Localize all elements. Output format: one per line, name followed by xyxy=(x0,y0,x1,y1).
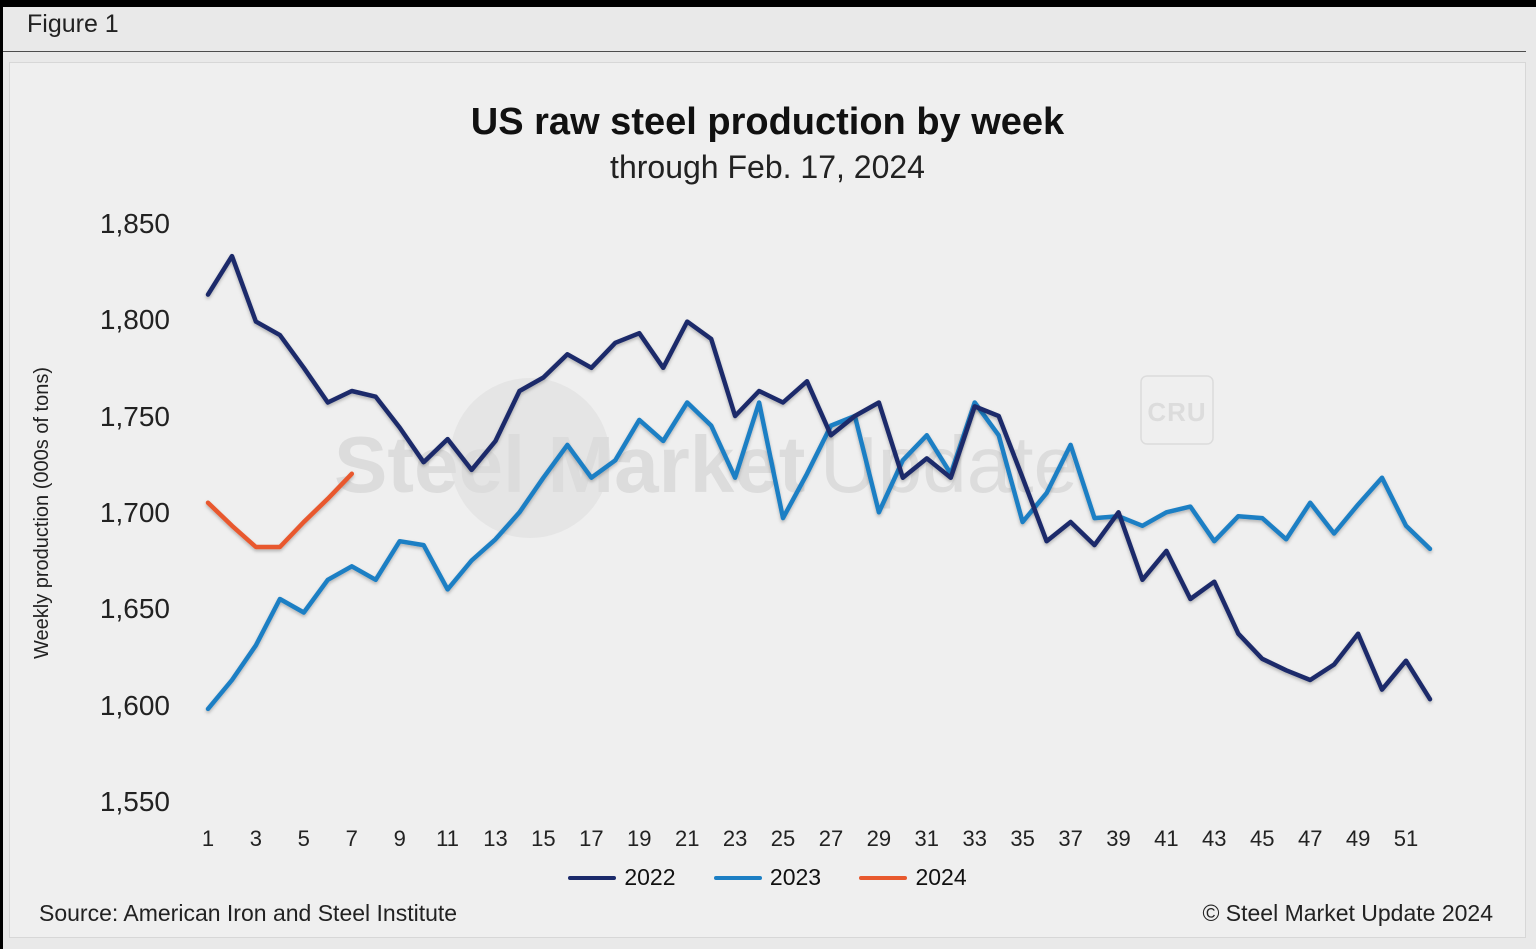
svg-text:1,550: 1,550 xyxy=(100,786,170,817)
svg-text:39: 39 xyxy=(1106,826,1130,851)
svg-text:Weekly production (000s of ton: Weekly production (000s of tons) xyxy=(31,367,53,659)
svg-text:37: 37 xyxy=(1058,826,1082,851)
svg-text:17: 17 xyxy=(579,826,603,851)
svg-text:25: 25 xyxy=(771,826,795,851)
svg-text:1,750: 1,750 xyxy=(100,401,170,432)
svg-text:21: 21 xyxy=(675,826,699,851)
svg-text:11: 11 xyxy=(436,826,459,851)
svg-text:19: 19 xyxy=(627,826,651,851)
svg-text:45: 45 xyxy=(1250,826,1274,851)
svg-text:7: 7 xyxy=(346,826,358,851)
svg-text:5: 5 xyxy=(298,826,310,851)
svg-text:1,800: 1,800 xyxy=(100,304,170,335)
svg-text:31: 31 xyxy=(915,826,939,851)
svg-text:15: 15 xyxy=(531,826,555,851)
svg-text:13: 13 xyxy=(483,826,507,851)
svg-text:1,700: 1,700 xyxy=(100,497,170,528)
svg-text:33: 33 xyxy=(962,826,986,851)
svg-text:CRU: CRU xyxy=(1147,397,1206,427)
svg-text:51: 51 xyxy=(1394,826,1418,851)
svg-text:1,650: 1,650 xyxy=(100,593,170,624)
svg-text:9: 9 xyxy=(394,826,406,851)
svg-text:1,850: 1,850 xyxy=(100,208,170,239)
svg-text:3: 3 xyxy=(250,826,262,851)
svg-text:23: 23 xyxy=(723,826,747,851)
svg-text:43: 43 xyxy=(1202,826,1226,851)
svg-text:29: 29 xyxy=(867,826,891,851)
svg-text:27: 27 xyxy=(819,826,843,851)
svg-text:47: 47 xyxy=(1298,826,1322,851)
svg-text:49: 49 xyxy=(1346,826,1370,851)
svg-text:35: 35 xyxy=(1010,826,1034,851)
svg-text:41: 41 xyxy=(1154,826,1178,851)
svg-text:1,600: 1,600 xyxy=(100,690,170,721)
svg-text:1: 1 xyxy=(202,826,214,851)
